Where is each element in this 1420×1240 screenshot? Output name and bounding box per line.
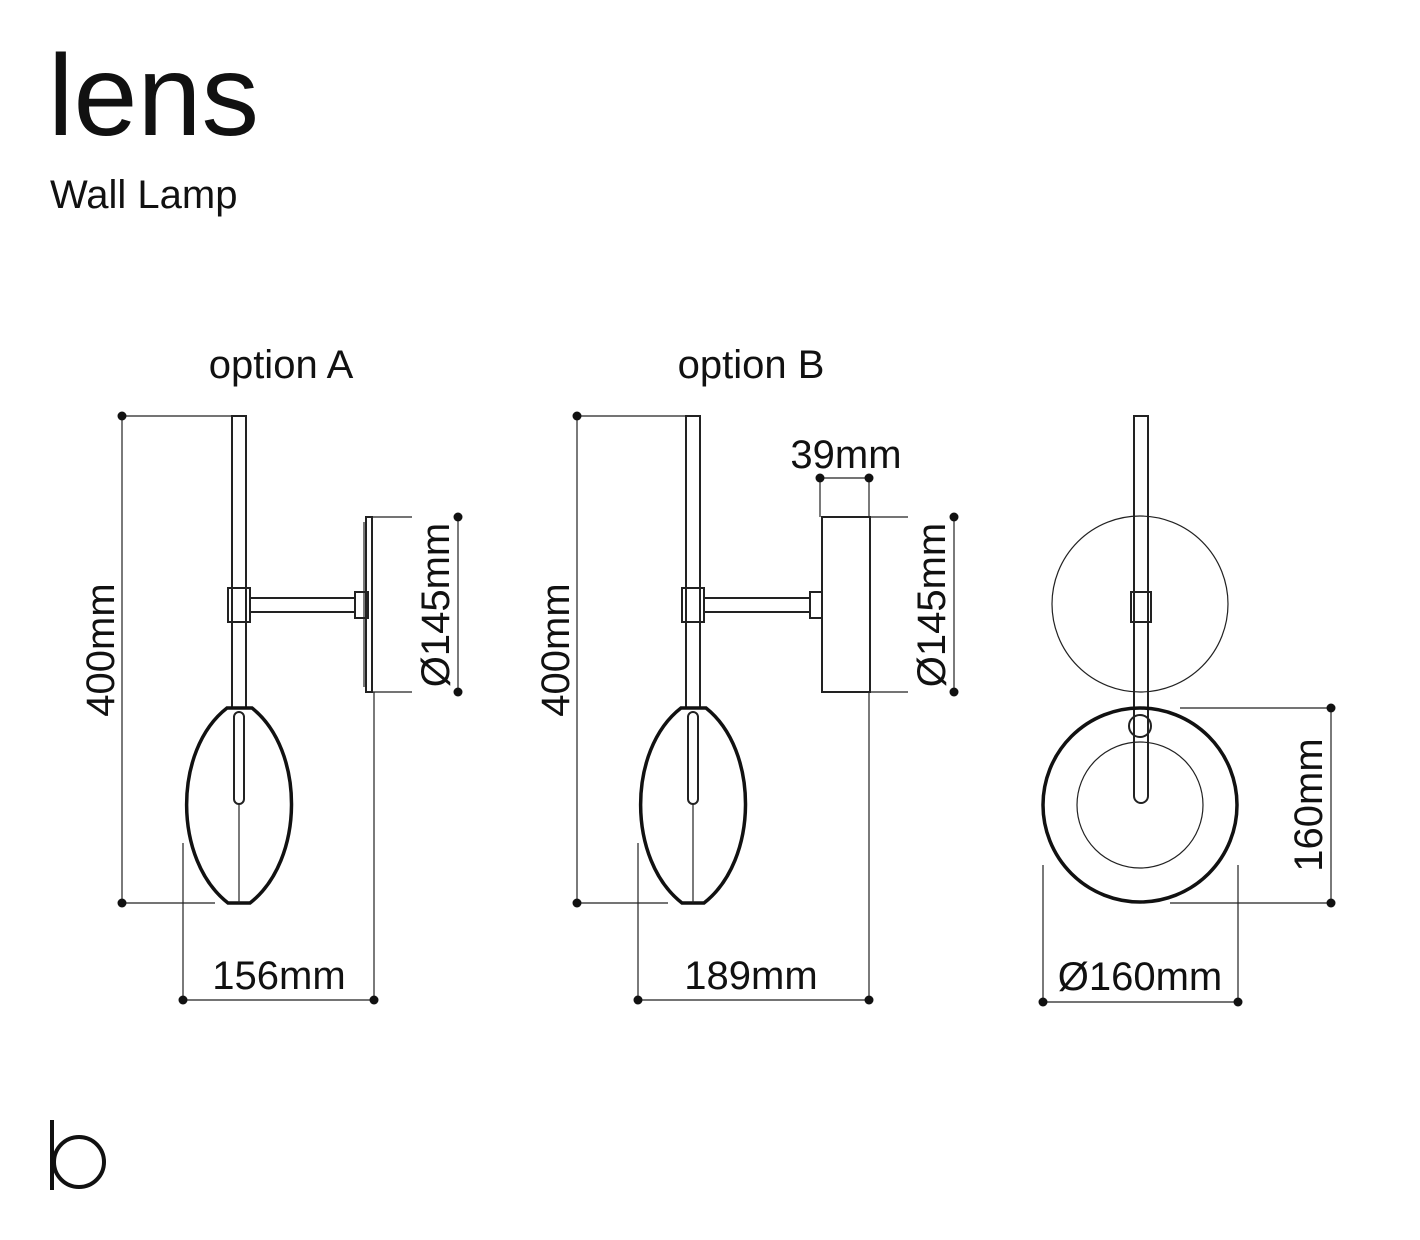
bulb [687,711,699,805]
wall-plate [365,516,373,693]
rod [685,415,701,709]
arm [703,597,811,613]
dimension-label: 156mm [212,954,345,998]
rod [1133,415,1149,804]
dimension-dots [572,411,959,1005]
joint [1130,591,1152,623]
dimension-label: Ø145mm [910,523,954,688]
dimension-label: Ø145mm [414,523,458,688]
dimension-dots [117,411,463,1005]
title: lens [48,32,259,160]
lens-shade [1041,706,1239,904]
dimension-label: Ø160mm [1058,955,1223,999]
option-a: option A 400mm Ø145mm 156mm [79,343,463,1005]
dimension-dots [1038,703,1336,1007]
dimension-lines [576,415,955,1001]
logo [50,1120,106,1190]
dimension-label: 189mm [684,954,817,998]
dimension-lines [121,415,459,1001]
canopy [1051,515,1229,693]
front-view: 160mm Ø160mm [1038,415,1336,1007]
rod [231,415,247,709]
option-b: option B 400mm 39mm Ø145mm 189mm [534,343,959,1005]
dimension-lines [1042,707,1332,1003]
view-label: option A [209,343,354,387]
lens-inner [1076,741,1204,869]
arm-block [809,591,823,619]
ring [1128,714,1152,738]
dimension-label: 39mm [790,433,901,477]
lens-shade [184,706,294,905]
dimension-label: 160mm [1287,738,1331,871]
dimension-label: 400mm [79,583,123,716]
view-label: option B [678,343,825,387]
arm-block [354,591,369,619]
subtitle: Wall Lamp [50,173,237,217]
canopy [821,516,871,693]
arm [249,597,356,613]
dimension-label: 400mm [534,583,578,716]
bulb [233,711,245,805]
lens-shade [638,706,748,905]
